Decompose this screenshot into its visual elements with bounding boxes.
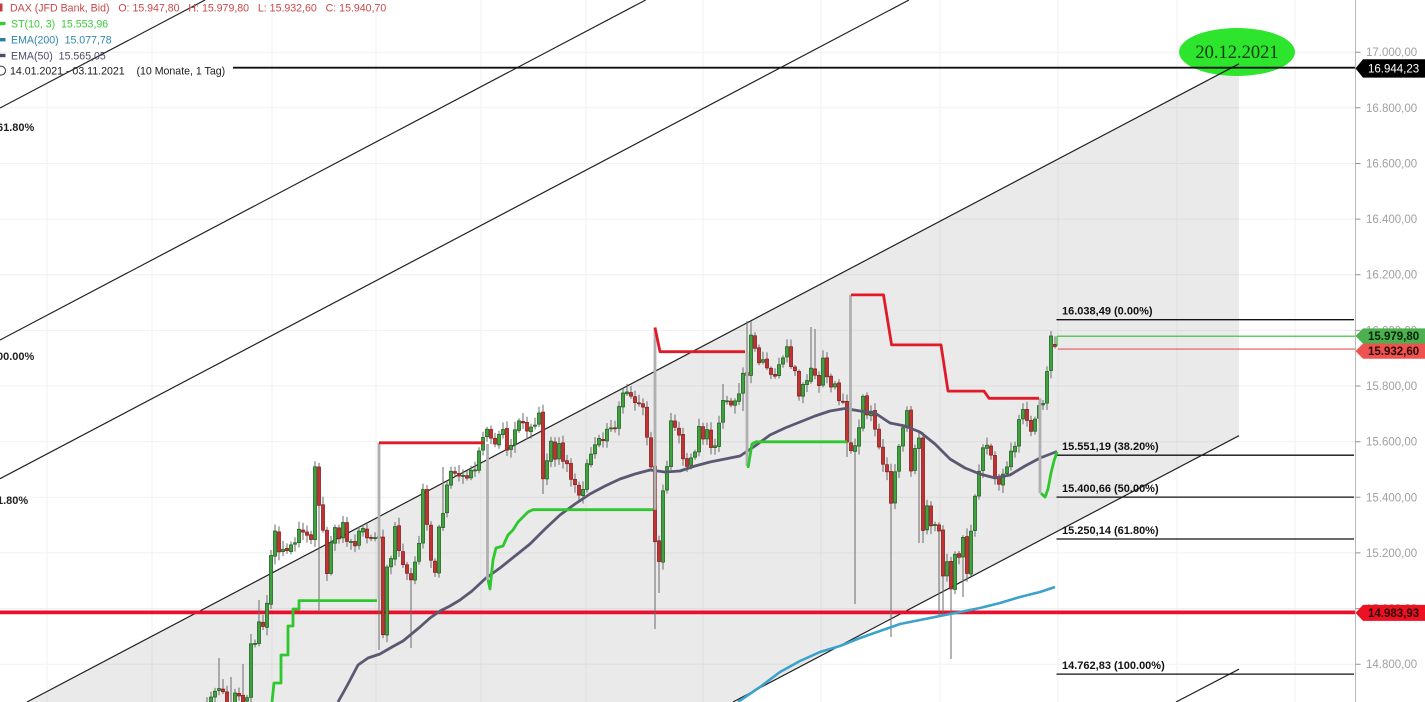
svg-text:15.400,00: 15.400,00 — [1366, 492, 1417, 504]
svg-text:ST(10, 3) 15.553,96: ST(10, 3) 15.553,96 — [11, 18, 108, 30]
svg-text:16.200,00: 16.200,00 — [1366, 270, 1417, 282]
svg-text:16.038,49 (0.00%): 16.038,49 (0.00%) — [1062, 306, 1153, 318]
svg-text:15.551,19 (38.20%): 15.551,19 (38.20%) — [1062, 441, 1159, 453]
svg-text:15.200,00: 15.200,00 — [1366, 548, 1417, 560]
svg-text:14.762,83 (100.00%): 14.762,83 (100.00%) — [1062, 660, 1165, 672]
svg-text:DAX (JFD Bank, Bid) O: 15.94: DAX (JFD Bank, Bid) O: 15.947,80 H: 15.9… — [10, 2, 386, 14]
svg-text:15.250,14 (61.80%): 15.250,14 (61.80%) — [1062, 525, 1159, 537]
svg-text:16.400,00: 16.400,00 — [1366, 214, 1417, 226]
svg-text:15.979,80: 15.979,80 — [1368, 331, 1419, 343]
svg-text:15.400,66 (50.00%): 15.400,66 (50.00%) — [1062, 483, 1159, 495]
svg-text:15.600,00: 15.600,00 — [1366, 437, 1417, 449]
svg-text:1.80%: 1.80% — [0, 495, 28, 507]
svg-text:14.983,93: 14.983,93 — [1368, 608, 1419, 620]
svg-text:16.944,23: 16.944,23 — [1368, 63, 1419, 75]
svg-text:16.600,00: 16.600,00 — [1366, 159, 1417, 171]
svg-text:16.800,00: 16.800,00 — [1366, 103, 1417, 115]
svg-text:EMA(200) 15.077,78: EMA(200) 15.077,78 — [11, 35, 112, 47]
svg-text:14.01.2021 - 03.11.2021 (10: 14.01.2021 - 03.11.2021 (10 Monate, 1 Ta… — [10, 66, 225, 78]
svg-text:EMA(50) 15.565,05: EMA(50) 15.565,05 — [11, 50, 106, 62]
svg-text:20.12.2021: 20.12.2021 — [1195, 43, 1278, 63]
svg-text:14.800,00: 14.800,00 — [1366, 659, 1417, 671]
svg-text:17.000,00: 17.000,00 — [1366, 47, 1417, 59]
svg-text:15.800,00: 15.800,00 — [1366, 381, 1417, 393]
svg-text:61.80%: 61.80% — [0, 122, 35, 134]
svg-text:00.00%: 00.00% — [0, 351, 35, 363]
svg-text:15.932,60: 15.932,60 — [1368, 346, 1419, 358]
